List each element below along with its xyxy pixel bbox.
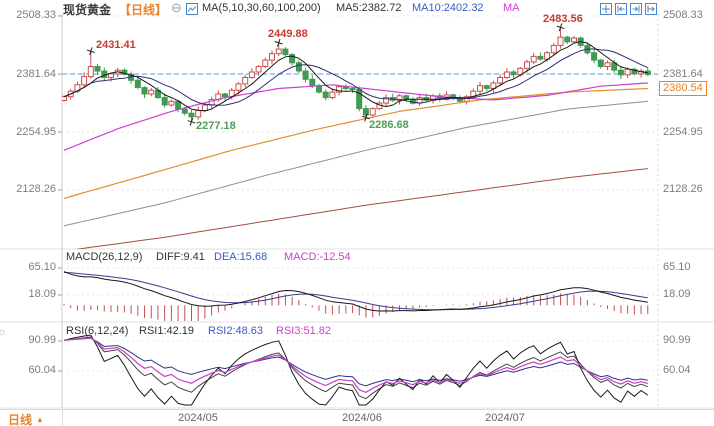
ma5-value: MA5:2382.72 — [336, 2, 402, 14]
high-price-annotation: 2483.56 — [543, 13, 583, 25]
macd-dea-value: DEA:15.68 — [214, 251, 268, 263]
ma10-value: MA10:2402.32 — [412, 2, 484, 14]
period-tab-label: 日线 — [8, 413, 33, 426]
high-price-annotation: 2449.88 — [268, 28, 308, 40]
main-axis-label: 2128.26 — [663, 183, 703, 195]
rsi-axis-label: 90.99 — [663, 334, 691, 346]
pan-right-icon[interactable] — [645, 2, 657, 15]
main-axis-label: 2508.33 — [16, 9, 56, 21]
macd-axis-label: 18.09 — [28, 288, 56, 300]
rsi3-value: RSI3:51.82 — [276, 325, 332, 337]
high-price-annotation: 2431.41 — [96, 39, 136, 51]
tab-up-arrow-icon: ▲ — [36, 415, 44, 424]
macd-axis-label: 18.09 — [663, 288, 691, 300]
macd-axis-label: 65.10 — [663, 261, 691, 273]
macd-diff-value: DIFF:9.41 — [156, 251, 205, 263]
period-tab-daily[interactable]: 日线 ▲ — [8, 411, 44, 426]
x-axis-date: 2024/07 — [485, 412, 525, 424]
ma-params-label: MA(5,10,30,60,100,200) — [202, 2, 321, 14]
rsi-axis-label: 60.04 — [663, 364, 691, 376]
line-chart-icon[interactable] — [186, 2, 198, 15]
main-axis-label: 2508.33 — [663, 9, 703, 21]
low-price-annotation: 2286.68 — [369, 119, 409, 131]
bottom-axis-bar: 日线 ▲ 2024/05 2024/06 2024/07 — [0, 409, 714, 426]
rsi2-value: RSI2:48.63 — [208, 325, 264, 337]
main-axis-label: 2128.26 — [16, 183, 56, 195]
rsi-axis-label: 60.04 — [28, 364, 56, 376]
rsi1-value: RSI1:42.19 — [139, 325, 195, 337]
sun-icon[interactable]: ☼ — [0, 326, 8, 338]
rsi-axis-label: 90.99 — [28, 334, 56, 346]
x-axis-date: 2024/05 — [178, 412, 218, 424]
ma30-value-truncated: MA — [503, 2, 520, 14]
rsi-title: RSI(6,12,24) — [66, 325, 129, 337]
x-axis-date: 2024/06 — [342, 412, 382, 424]
macd-title: MACD(26,12,9) — [66, 251, 143, 263]
bottom-bar-divider — [62, 410, 63, 426]
current-price-badge: 2380.54 — [659, 81, 707, 96]
main-axis-label: 2254.95 — [663, 126, 703, 138]
main-axis-label: 2381.64 — [663, 68, 703, 80]
collapse-icon[interactable]: ⊖ — [171, 0, 182, 15]
macd-hist-value: MACD:-12.54 — [284, 251, 351, 263]
symbol-name: 现货黄金 — [63, 3, 112, 17]
scroll-zoom-in-icon[interactable] — [630, 2, 642, 15]
macd-axis-label: 65.10 — [28, 261, 56, 273]
main-axis-label: 2254.95 — [16, 126, 56, 138]
main-axis-label: 2381.64 — [16, 68, 56, 80]
period-label: 【日线】 — [119, 3, 168, 17]
low-price-annotation: 2277.18 — [196, 120, 236, 132]
crosshair-icon[interactable] — [600, 2, 612, 15]
scroll-zoom-out-icon[interactable] — [615, 2, 627, 15]
